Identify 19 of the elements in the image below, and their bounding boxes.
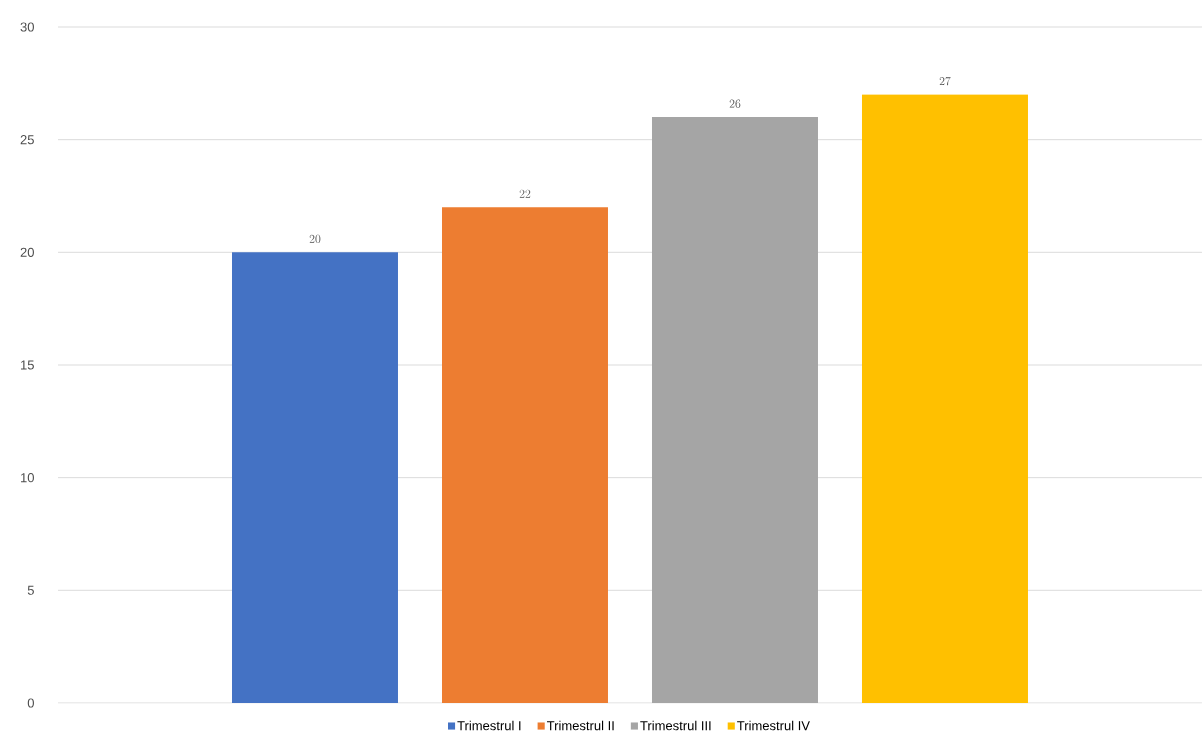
bar bbox=[231, 252, 398, 703]
legend-label: Trimestrul I bbox=[457, 720, 521, 731]
legend-label: Trimestrul II bbox=[547, 720, 614, 731]
y-tick-label: 5 bbox=[27, 585, 34, 595]
y-tick-label: 0 bbox=[27, 698, 34, 708]
bar bbox=[441, 207, 608, 703]
data-label: 26 bbox=[729, 99, 741, 108]
y-tick-label: 10 bbox=[21, 473, 34, 483]
y-tick-label: 30 bbox=[20, 22, 34, 32]
y-tick-label: 15 bbox=[21, 360, 34, 370]
y-tick-label: 20 bbox=[20, 247, 34, 257]
legend-label: Trimestrul III bbox=[640, 720, 711, 731]
data-label: 22 bbox=[519, 189, 531, 198]
data-label: 27 bbox=[939, 76, 951, 86]
legend-label: Trimestrul IV bbox=[737, 720, 810, 731]
data-label: 20 bbox=[309, 234, 321, 244]
bar bbox=[861, 94, 1028, 703]
y-tick-label: 25 bbox=[20, 135, 34, 145]
bar bbox=[651, 117, 818, 703]
